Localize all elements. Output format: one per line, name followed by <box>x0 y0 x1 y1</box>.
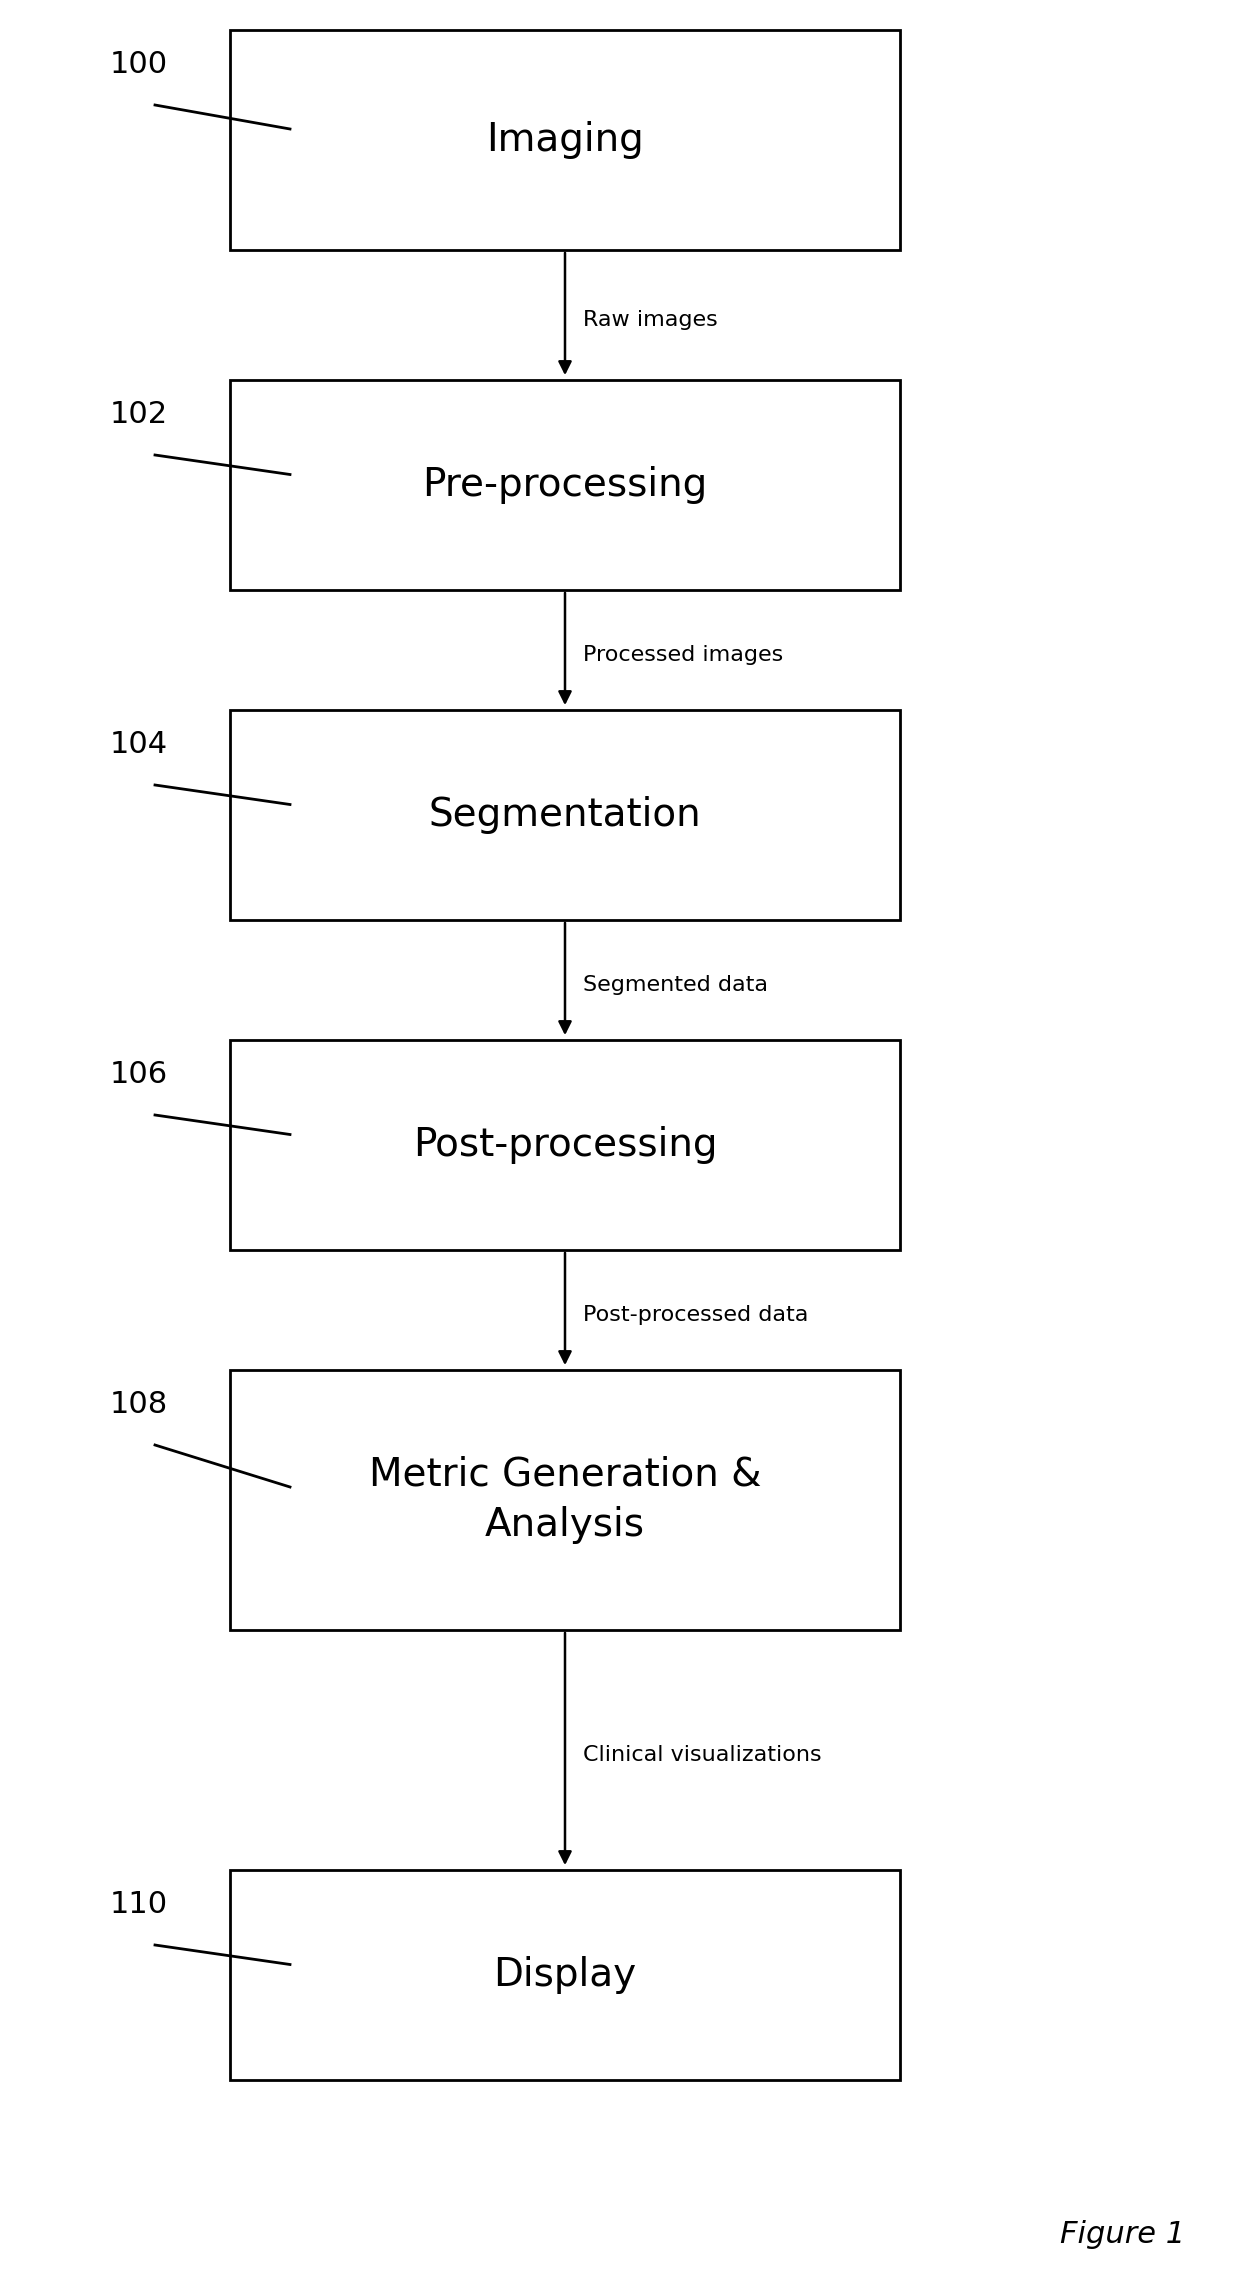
Text: Figure 1: Figure 1 <box>1060 2221 1185 2248</box>
Text: 102: 102 <box>110 400 169 430</box>
Text: 106: 106 <box>110 1059 169 1089</box>
Text: Raw images: Raw images <box>583 311 718 329</box>
Bar <box>229 1041 900 1251</box>
Bar <box>229 1370 900 1631</box>
Bar <box>229 709 900 919</box>
Text: Clinical visualizations: Clinical visualizations <box>583 1745 822 1766</box>
Bar <box>229 380 900 590</box>
Text: Processed images: Processed images <box>583 645 784 666</box>
Text: 108: 108 <box>110 1390 169 1418</box>
Text: Post-processing: Post-processing <box>413 1125 717 1164</box>
Text: Post-processed data: Post-processed data <box>583 1306 808 1324</box>
Text: Segmentation: Segmentation <box>429 796 702 835</box>
Text: Display: Display <box>494 1955 636 1994</box>
Text: Segmented data: Segmented data <box>583 974 768 995</box>
Text: Imaging: Imaging <box>486 121 644 160</box>
Text: Pre-processing: Pre-processing <box>423 467 708 503</box>
Text: 100: 100 <box>110 50 169 80</box>
Text: 110: 110 <box>110 1889 169 1919</box>
Bar <box>229 1871 900 2079</box>
Text: Metric Generation &
Analysis: Metric Generation & Analysis <box>368 1457 761 1544</box>
Text: 104: 104 <box>110 730 169 759</box>
Bar <box>229 30 900 249</box>
